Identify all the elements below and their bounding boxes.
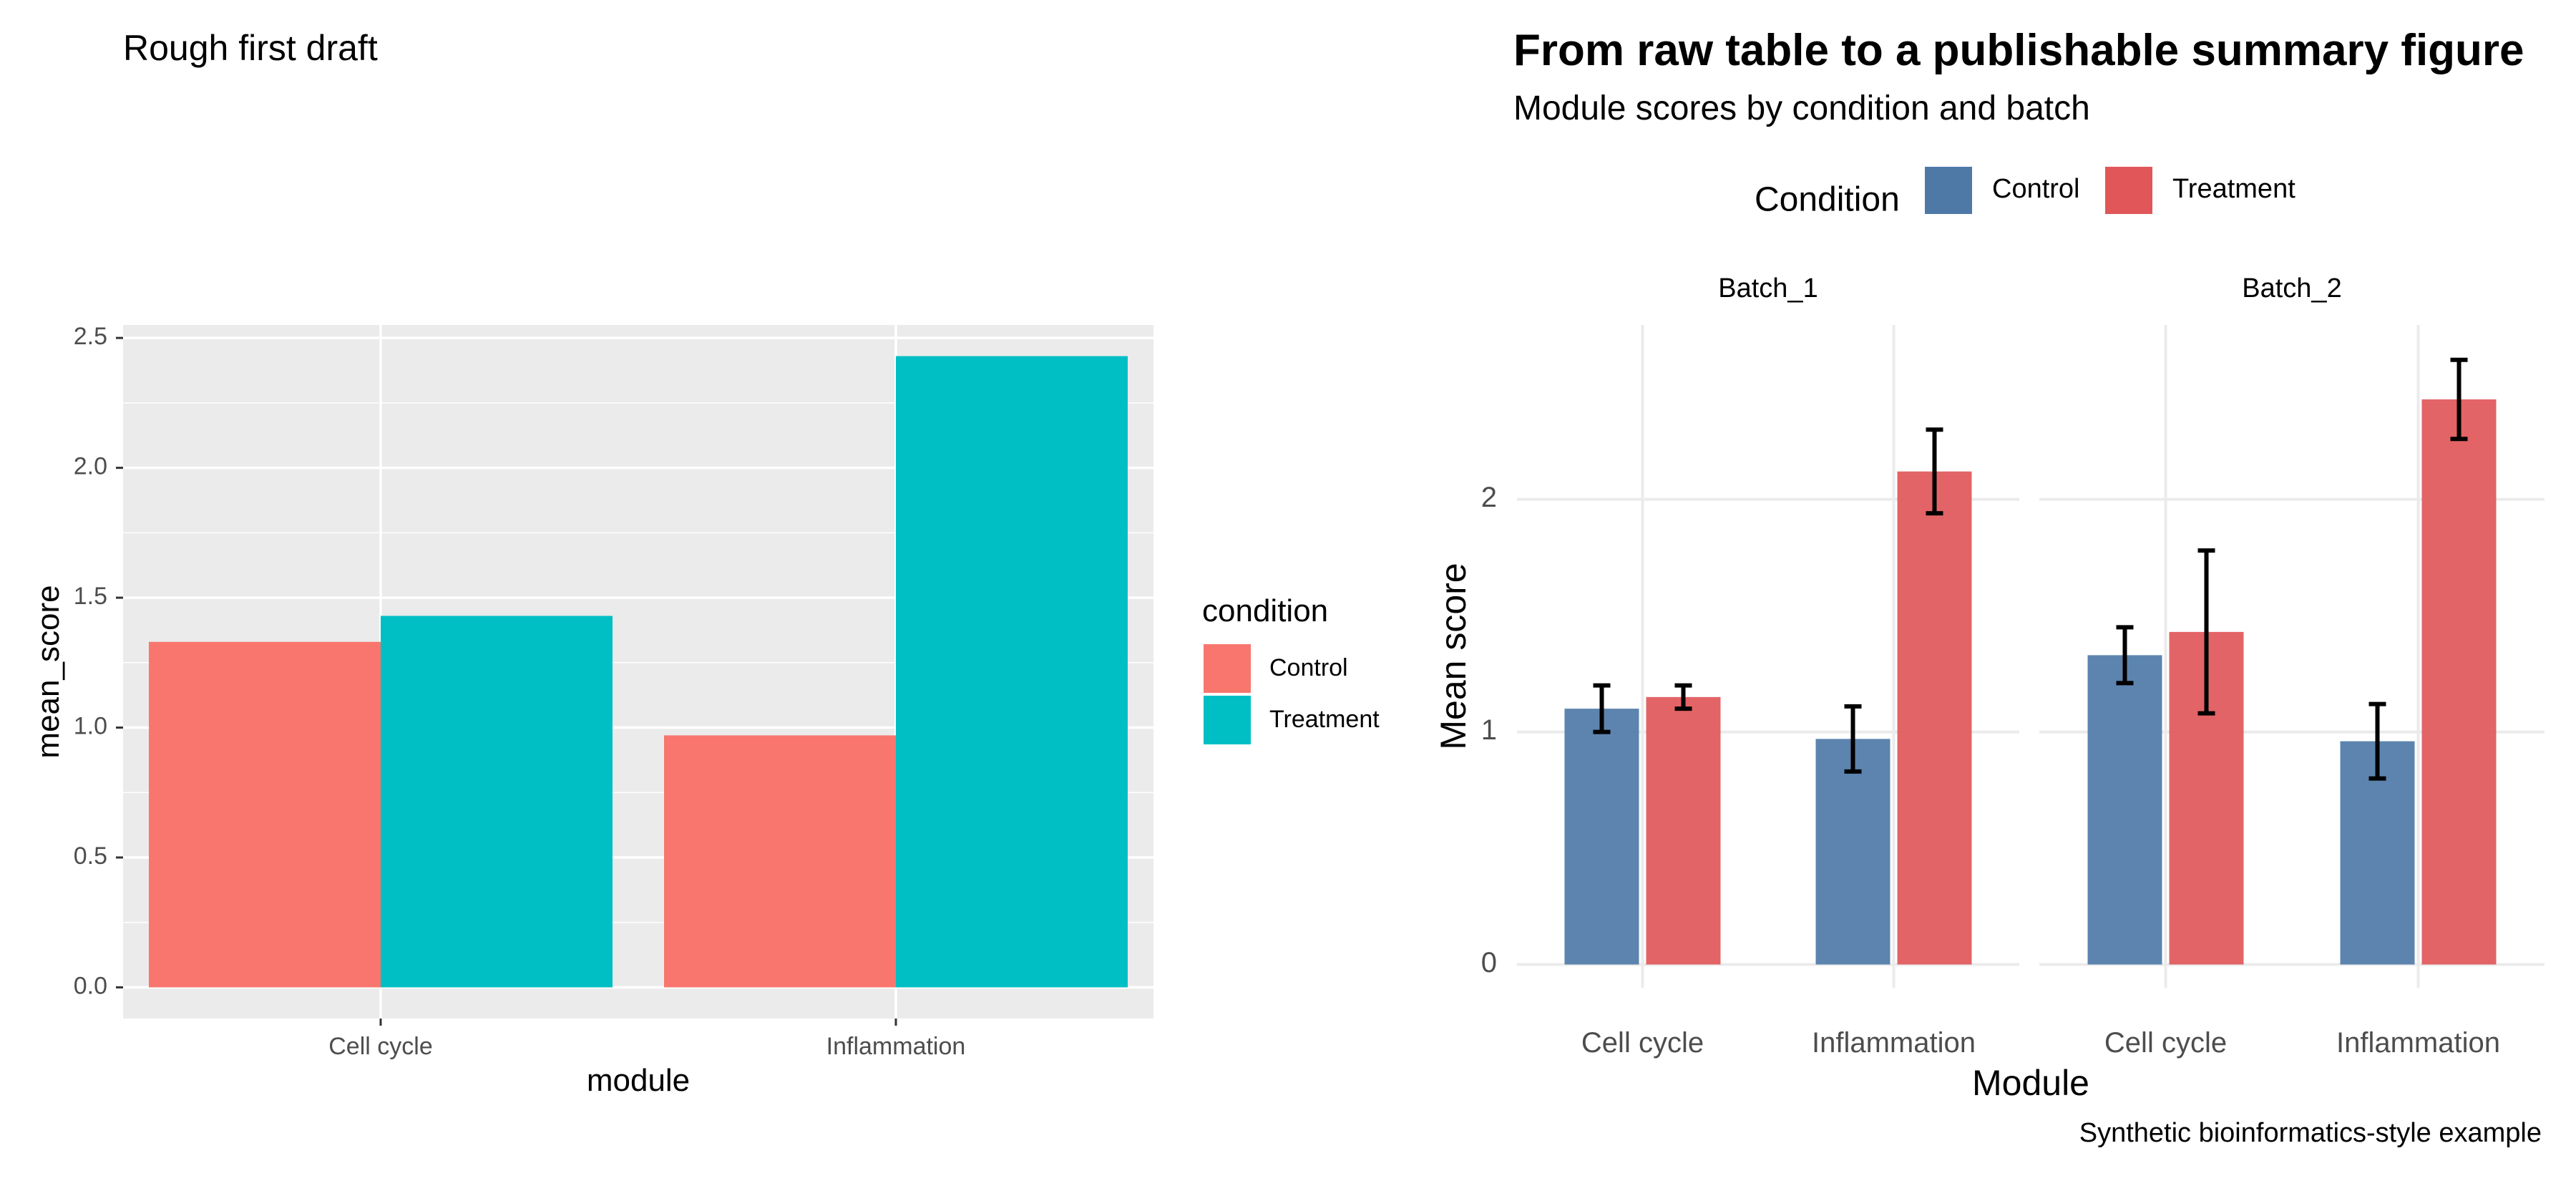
draft-y-tick-label: 0.5 [74,842,107,870]
draft-y-tick-label: 2.5 [74,323,107,350]
summary-bar-control [2087,655,2162,965]
summary-y-tick-label: 2 [1481,482,1497,513]
summary-bar-treatment [2421,399,2497,965]
summary-caption: Synthetic bioinformatics-style example [2079,1118,2542,1148]
summary-x-tick-label: Cell cycle [1581,1027,1704,1059]
summary-y-tick-label: 0 [1481,947,1497,978]
summary-x-tick-label: Inflammation [2336,1027,2500,1059]
draft-legend-key [1204,696,1251,744]
draft-bar-treatment [896,356,1128,988]
summary-bar-treatment [1897,471,1972,965]
summary-y-tick-label: 1 [1481,714,1497,746]
draft-x-tick-label: Inflammation [826,1033,966,1060]
summary-bar-control [1564,709,1639,965]
summary-bar-treatment [1646,696,1721,965]
summary-facet-label: Batch_1 [1718,273,1818,303]
draft-legend-title: condition [1202,593,1328,628]
draft-y-axis-label: mean_score [31,585,66,758]
draft-x-axis-label: module [587,1063,690,1098]
draft-bar-control [664,735,896,988]
summary-legend-label: Control [1992,174,2080,204]
summary-facet-batch_1: Batch_1 Cell cycle Inflammation [1517,273,2019,1059]
draft-chart: Rough first draft 0.0 0.5 1.0 1.5 2.0 2.5 Cell … [31,28,1380,1098]
draft-y-tick-label: 0.0 [74,972,107,999]
draft-legend-key [1204,644,1251,693]
summary-facet-batch_2: Batch_2 Cell cycle Inflammation [2039,273,2545,1059]
summary-legend-label: Treatment [2172,174,2296,204]
summary-bar-control [1815,739,1890,965]
summary-legend-key [2105,167,2152,214]
draft-title: Rough first draft [123,28,378,68]
summary-facet-label: Batch_2 [2242,273,2341,303]
summary-x-tick-label: Inflammation [1812,1027,1976,1059]
summary-chart: From raw table to a publishable summary … [1433,26,2545,1148]
draft-y-tick-label: 1.0 [74,713,107,740]
summary-legend-title: Condition [1755,181,1900,219]
summary-x-tick-label: Cell cycle [2104,1027,2227,1059]
draft-legend-label: Control [1269,654,1348,681]
draft-x-tick-label: Cell cycle [328,1033,432,1060]
summary-subtitle: Module scores by condition and batch [1513,89,2090,127]
summary-title: From raw table to a publishable summary … [1513,26,2524,75]
draft-y-tick-label: 2.0 [74,453,107,480]
summary-y-axis-label: Mean score [1433,563,1473,749]
draft-legend-label: Treatment [1269,706,1380,733]
summary-legend-key [1925,167,1972,214]
draft-y-tick-label: 1.5 [74,583,107,610]
draft-bar-control [149,641,381,988]
draft-bar-treatment [381,616,613,988]
summary-x-axis-label: Module [1972,1063,2089,1103]
